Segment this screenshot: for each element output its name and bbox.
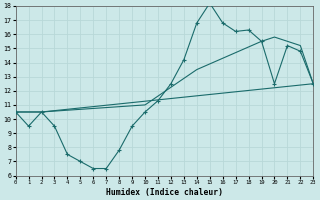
X-axis label: Humidex (Indice chaleur): Humidex (Indice chaleur): [106, 188, 223, 197]
